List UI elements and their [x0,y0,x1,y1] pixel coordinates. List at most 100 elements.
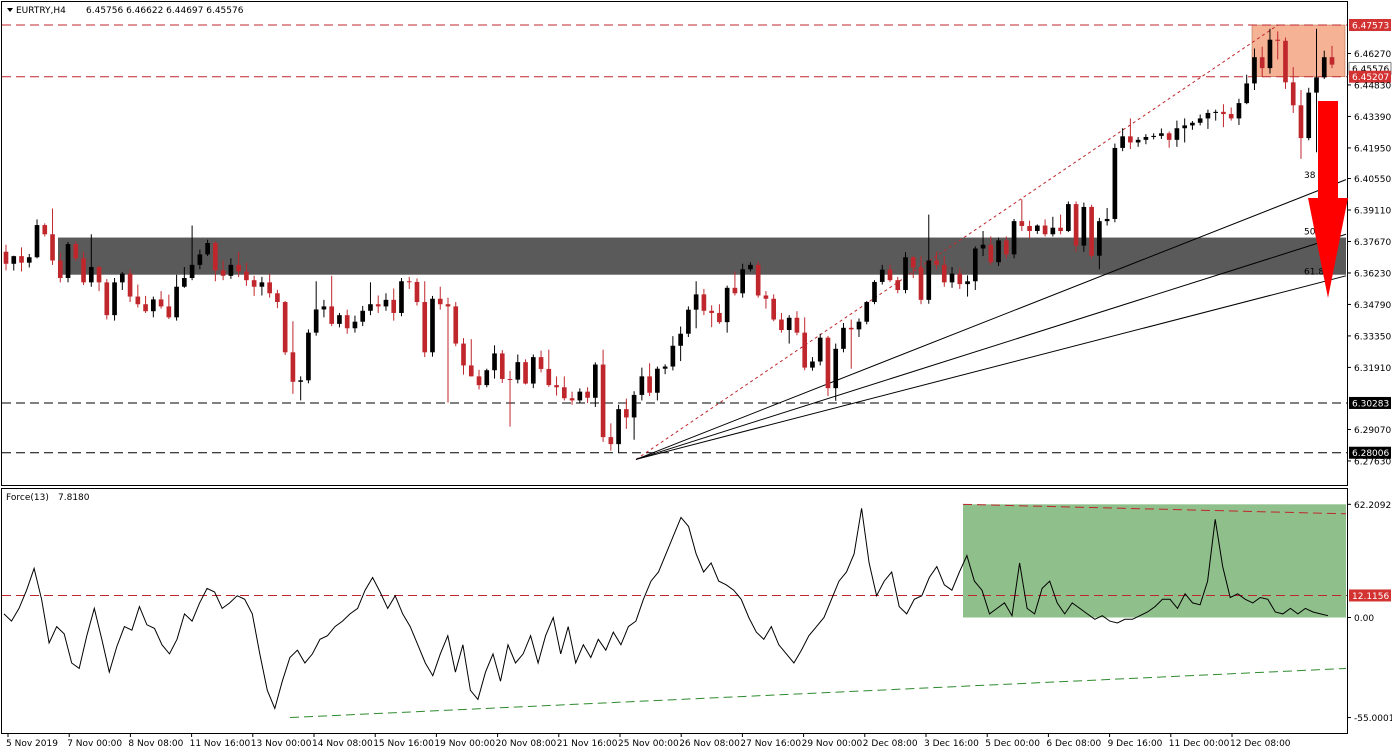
force-line [3,508,1329,711]
candle [476,369,482,390]
candle-body [42,225,48,235]
candle [1019,199,1025,231]
candle [631,391,637,440]
candle [585,387,590,404]
candle-body [538,357,544,369]
candle-body [437,298,443,305]
candle [817,333,823,366]
candle-body [763,295,769,299]
time-axis-label: 29 Nov 00:00 [802,739,863,749]
candle-body [1143,136,1149,140]
candle [298,376,303,401]
candle-body [259,282,265,287]
candle [127,269,133,303]
candle [422,281,428,358]
candle [1213,109,1219,121]
candle-body [918,267,924,300]
dropdown-triangle-icon[interactable] [7,8,13,12]
time-axis-label: 12 Dec 08:00 [1230,739,1291,749]
candle-body [802,332,808,368]
fib-fan-label: 61.8 [1304,267,1324,277]
candle [1081,202,1087,252]
candle-body [306,332,311,381]
candle [639,367,645,401]
candle-body [213,243,218,271]
price-axis-label: 6.27630 [1354,457,1391,467]
candle [701,288,707,316]
candle [910,256,916,278]
candle [19,247,24,272]
candle-body [399,281,404,313]
candle [430,295,435,357]
candle-body [406,281,412,283]
candle [228,258,234,279]
candle-body [1298,105,1304,139]
candle-body [158,299,164,307]
candle [1011,218,1017,259]
time-axis-label: 8 Nov 08:00 [128,739,183,749]
time-axis-label: 7 Nov 00:00 [67,739,122,749]
candle-body [686,309,691,334]
candle [1120,128,1125,152]
candle [1135,136,1141,147]
candle-body [34,225,40,258]
candle-body [1275,39,1281,41]
candle [546,349,552,387]
candle [11,255,17,271]
candle-body [546,368,552,386]
force-upper-trendline [962,503,1347,515]
candle-body [1314,77,1319,93]
candle [864,300,870,325]
candle-body [1190,122,1195,126]
candle-body [81,258,86,283]
candle-body [337,315,342,324]
candle [1197,114,1203,126]
candle-body [771,298,777,320]
candle [1259,46,1265,77]
candle-body [313,309,319,333]
candle [771,294,777,322]
candle [972,246,978,291]
candle [1050,216,1056,237]
candle-body [453,306,459,344]
fib-fan-line [635,179,1347,460]
candle-body [1019,221,1025,226]
candle-body [678,333,683,346]
candle-body [166,306,172,318]
candle-body [585,391,590,398]
candle-body [143,304,148,312]
candle [391,288,397,321]
candle [1221,104,1226,128]
time-axis-label: 11 Nov 16:00 [190,739,251,749]
candle-body [1182,125,1187,129]
force-axis-label: -55.0001 [1354,714,1392,724]
candle-body [484,370,490,386]
resistance-zone [1251,24,1346,77]
candle [174,274,179,321]
candle [538,350,544,373]
candle-body [430,298,435,353]
candle-body [701,294,707,311]
fib-fan-line [635,233,1347,460]
candle [112,277,117,321]
candle-body [1267,39,1273,69]
candle [903,252,908,294]
candle [1252,48,1257,90]
candle [988,236,994,265]
candle-body [1321,57,1327,78]
candle-body [1259,57,1265,69]
candle-body [639,376,645,395]
candle [368,282,373,316]
candle [624,398,629,429]
candle-body [1283,40,1288,83]
candle [267,274,272,298]
candle [608,423,614,451]
candle-body [360,310,366,322]
candle-body [841,327,846,349]
candle-body [414,281,420,303]
candle-body [1166,133,1172,140]
candle-body [344,315,350,329]
candle [786,315,792,344]
candle [213,241,218,282]
candle-body [298,380,303,382]
